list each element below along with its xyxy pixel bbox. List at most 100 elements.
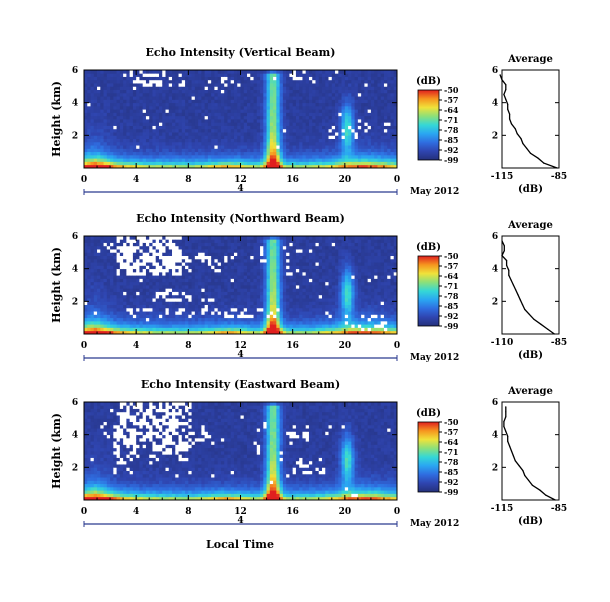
heatmap-cell: [234, 314, 238, 318]
heatmap-cell: [227, 272, 231, 276]
heatmap-cell: [143, 152, 147, 156]
heatmap-cell: [348, 90, 352, 94]
heatmap-cell: [361, 132, 365, 136]
heatmap-cell: [94, 90, 98, 94]
heatmap-cell: [179, 295, 183, 299]
heatmap-cell: [355, 80, 359, 84]
heatmap-cell: [156, 80, 160, 84]
heatmap-cell: [162, 324, 166, 328]
heatmap-cell: [276, 282, 280, 286]
heatmap-cell: [390, 152, 394, 156]
heatmap-cell: [84, 282, 88, 286]
heatmap-cell: [214, 152, 218, 156]
heatmap-cell: [227, 275, 231, 279]
heatmap-cell: [319, 161, 323, 165]
heatmap-cell: [231, 96, 235, 100]
heatmap-cell: [293, 70, 297, 74]
heatmap-cell: [234, 246, 238, 250]
heatmap-cell: [214, 256, 218, 260]
heatmap-cell: [152, 73, 156, 77]
heatmap-cell: [133, 109, 137, 113]
heatmap-cell: [169, 161, 173, 165]
heatmap-cell: [244, 285, 248, 289]
heatmap-cell: [218, 122, 222, 126]
heatmap-cell: [299, 311, 303, 315]
heatmap-cell: [126, 321, 130, 325]
heatmap-cell: [270, 305, 274, 309]
heatmap-cell: [338, 161, 342, 165]
heatmap-cell: [91, 152, 95, 156]
heatmap-cell: [133, 262, 137, 266]
heatmap-cell: [100, 70, 104, 74]
heatmap-cell: [179, 142, 183, 146]
heatmap-cell: [276, 269, 280, 273]
heatmap-cell: [182, 259, 186, 263]
heatmap-cell: [289, 142, 293, 146]
heatmap-cell: [296, 305, 300, 309]
heatmap-cell: [348, 77, 352, 81]
heatmap-cell: [250, 90, 254, 94]
heatmap-cell: [192, 288, 196, 292]
heatmap-cell: [211, 278, 215, 282]
heatmap-cell: [387, 73, 391, 77]
heatmap-cell: [146, 262, 150, 266]
heatmap-cell: [100, 90, 104, 94]
heatmap-cell: [276, 116, 280, 120]
heatmap-cell: [280, 142, 284, 146]
heatmap-cell: [152, 158, 156, 162]
heatmap-cell: [221, 275, 225, 279]
heatmap-cell: [123, 321, 127, 325]
heatmap-cell: [377, 103, 381, 107]
heatmap-cell: [342, 86, 346, 90]
heatmap-cell: [241, 152, 245, 156]
heatmap-cell: [130, 93, 134, 97]
heatmap-cell: [94, 327, 98, 331]
heatmap-cell: [169, 155, 173, 159]
heatmap-cell: [254, 314, 258, 318]
heatmap-cell: [384, 83, 388, 87]
heatmap-cell: [214, 158, 218, 162]
heatmap-cell: [384, 90, 388, 94]
heatmap-cell: [185, 256, 189, 260]
heatmap-cell: [159, 90, 163, 94]
heatmap-cell: [136, 292, 140, 296]
heatmap-cell: [234, 155, 238, 159]
heatmap-cell: [208, 122, 212, 126]
heatmap-cell: [244, 324, 248, 328]
heatmap-cell: [188, 298, 192, 302]
heatmap-cell: [371, 148, 375, 152]
heatmap-cell: [234, 148, 238, 152]
heatmap-cell: [214, 249, 218, 253]
heatmap-cell: [123, 129, 127, 133]
heatmap-cell: [221, 321, 225, 325]
heatmap-cell: [175, 236, 179, 240]
heatmap-cell: [208, 236, 212, 240]
heatmap-cell: [342, 93, 346, 97]
heatmap-cell: [293, 161, 297, 165]
heatmap-cell: [179, 126, 183, 130]
heatmap-cell: [169, 256, 173, 260]
heatmap-cell: [185, 152, 189, 156]
heatmap-cell: [110, 145, 114, 149]
heatmap-cell: [130, 265, 134, 269]
heatmap-cell: [283, 308, 287, 312]
heatmap-cell: [133, 308, 137, 312]
heatmap-cell: [263, 155, 267, 159]
heatmap-cell: [169, 99, 173, 103]
heatmap-cell: [175, 314, 179, 318]
heatmap-cell: [136, 301, 140, 305]
heatmap-cell: [355, 161, 359, 165]
heatmap-cell: [312, 155, 316, 159]
heatmap-cell: [348, 152, 352, 156]
heatmap-cell: [351, 106, 355, 110]
heatmap-cell: [211, 285, 215, 289]
heatmap-cell: [136, 318, 140, 322]
heatmap-cell: [188, 282, 192, 286]
heatmap-cell: [120, 161, 124, 165]
heatmap-cell: [241, 119, 245, 123]
heatmap-cell: [198, 103, 202, 107]
heatmap-cell: [146, 96, 150, 100]
heatmap-cell: [104, 142, 108, 146]
heatmap-cell: [329, 132, 333, 136]
heatmap-cell: [94, 161, 98, 165]
